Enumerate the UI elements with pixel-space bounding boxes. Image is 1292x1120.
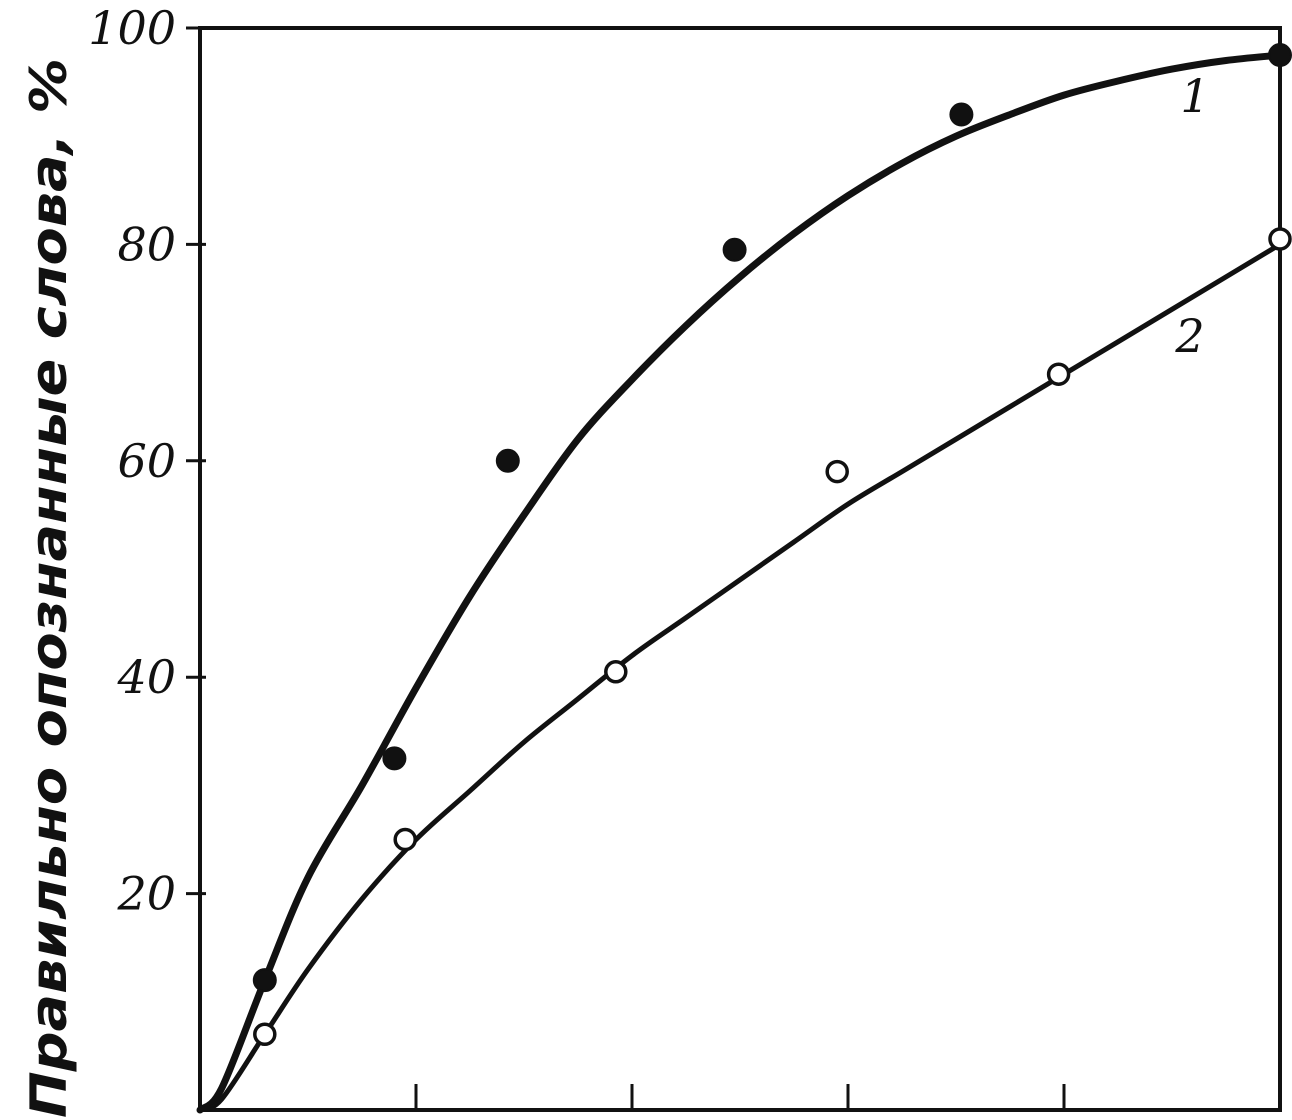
plot-border [198, 26, 1282, 1112]
y-tick-label: 80 [117, 217, 176, 271]
series-2-label: 2 [1174, 309, 1204, 363]
y-tick-label: 20 [116, 867, 176, 921]
series-2-point [604, 660, 628, 684]
y-tick-label: 60 [117, 434, 176, 488]
series-1-point [949, 102, 974, 127]
series-2-point [393, 827, 417, 852]
y-tick-label: 40 [116, 650, 176, 704]
series-1-point [252, 968, 277, 993]
series-1-point [495, 448, 520, 473]
series-2-point [253, 1022, 277, 1047]
series-1-point [722, 237, 747, 262]
y-axis-label: Правильно опознанные слова, % [20, 58, 78, 1118]
series-curves [196, 51, 1284, 1114]
y-tick-label: 100 [88, 1, 176, 55]
series-2-point [1268, 227, 1292, 251]
series-1-curve [196, 51, 1284, 1114]
plot-frame [198, 26, 1282, 1112]
series-2-curve [197, 241, 1283, 1113]
y-axis-ticks: 20 40 60 80 100 [88, 1, 206, 921]
series-2-point [825, 459, 849, 484]
series-2-point [1046, 362, 1071, 386]
series-1-point [1268, 43, 1292, 68]
series-labels: 12 [1174, 69, 1209, 363]
x-axis-ticks [198, 1084, 1282, 1110]
series-1-point [382, 746, 407, 771]
series-points [252, 43, 1292, 1047]
series-1-label: 1 [1180, 69, 1209, 123]
